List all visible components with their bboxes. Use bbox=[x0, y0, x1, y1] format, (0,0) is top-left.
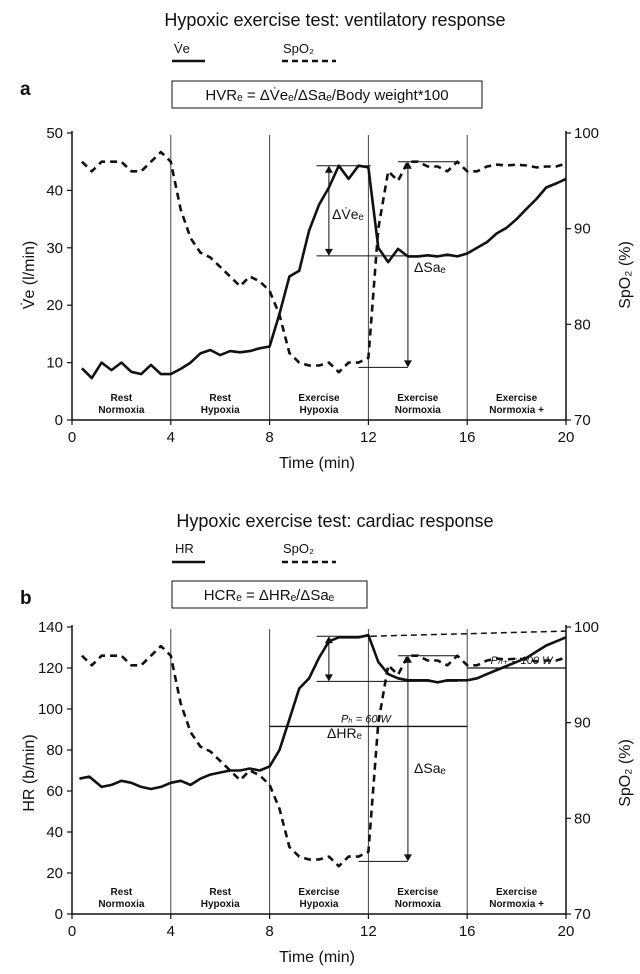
y-tick-label: 120 bbox=[38, 660, 63, 677]
arrow-head bbox=[324, 165, 333, 173]
phase-label-line2: Hypoxia bbox=[300, 899, 339, 910]
y-tick-label: 100 bbox=[38, 701, 63, 718]
power-level-label: Pₕ = 60 W bbox=[341, 713, 393, 725]
plot-area: 0 4 8 12 16 20 0 20 40 60 80 100 120 140 70 80 90 100 Rest… bbox=[38, 619, 599, 940]
phase-label-line1: Exercise bbox=[397, 887, 439, 898]
phase-label-line1: Exercise bbox=[496, 393, 538, 404]
formula-box bbox=[171, 80, 483, 109]
phase-label-line2: Hypoxia bbox=[201, 899, 240, 910]
legend: HR SpO₂ bbox=[172, 541, 336, 564]
formula-text: HCRₑ = ΔHRₑ/ΔSaₑ bbox=[204, 587, 335, 604]
phase-label-line1: Exercise bbox=[397, 393, 439, 404]
y-tick-label: 140 bbox=[38, 619, 63, 636]
y-tick-label: 80 bbox=[46, 742, 63, 759]
y2-axis-label: SpO₂ (%) bbox=[617, 241, 634, 309]
x-axis-label: Time (min) bbox=[279, 949, 355, 966]
annotation-delta-sa: ΔSaₑ bbox=[414, 259, 446, 275]
phase-label-line2: Normoxia bbox=[395, 899, 442, 910]
phase-label-line1: Rest bbox=[111, 887, 133, 898]
legend-label-hr: HR bbox=[175, 541, 194, 556]
x-tick-label: 12 bbox=[360, 923, 377, 940]
x-tick-label: 20 bbox=[558, 429, 575, 446]
phase-label-line1: Rest bbox=[111, 393, 133, 404]
panel-b: Hypoxic exercise test: cardiac response … bbox=[20, 511, 634, 966]
y-axis-label: HR (b/min) bbox=[21, 734, 38, 811]
y2-tick-label: 100 bbox=[574, 125, 599, 142]
x-tick-label: 4 bbox=[167, 429, 175, 446]
phase-label-line2: Normoxia bbox=[98, 899, 145, 910]
annotation-delta-hr: ΔHRₑ bbox=[327, 725, 362, 741]
series-line-spo2 bbox=[80, 644, 567, 868]
y-tick-label: 30 bbox=[46, 240, 63, 257]
y2-tick-label: 100 bbox=[574, 619, 599, 636]
phase-label-line1: Exercise bbox=[298, 393, 340, 404]
y-tick-label: 0 bbox=[55, 412, 63, 429]
panel-a: Hypoxic exercise test: ventilatory respo… bbox=[20, 10, 634, 472]
legend-label-spo2: SpO₂ bbox=[283, 41, 314, 56]
formula-box bbox=[171, 580, 368, 609]
x-tick-label: 12 bbox=[360, 429, 377, 446]
phase-label-line1: Exercise bbox=[496, 887, 538, 898]
legend-label-spo2: SpO₂ bbox=[283, 541, 314, 556]
chart-title: Hypoxic exercise test: ventilatory respo… bbox=[164, 10, 505, 30]
x-tick-label: 0 bbox=[68, 429, 76, 446]
series-line-ve bbox=[80, 164, 567, 380]
phase-label-line2: Normoxia + bbox=[489, 405, 544, 416]
x-tick-label: 8 bbox=[265, 923, 273, 940]
legend-label-ve: V̇e bbox=[174, 41, 190, 56]
series-line-spo2 bbox=[80, 150, 567, 374]
arrow-head bbox=[403, 161, 412, 169]
phase-label-line2: Normoxia + bbox=[489, 899, 544, 910]
phase-label-line2: Hypoxia bbox=[201, 405, 240, 416]
x-tick-label: 8 bbox=[265, 429, 273, 446]
phase-label-line2: Hypoxia bbox=[300, 405, 339, 416]
phase-label-line2: Normoxia bbox=[395, 405, 442, 416]
y2-tick-label: 70 bbox=[574, 412, 591, 429]
y2-tick-label: 80 bbox=[574, 810, 591, 827]
power-level-label: Pₙ₊ = 100 W bbox=[491, 655, 554, 667]
y-tick-label: 60 bbox=[46, 783, 63, 800]
phase-label-line1: Exercise bbox=[298, 887, 340, 898]
chart-title: Hypoxic exercise test: cardiac response bbox=[176, 511, 493, 531]
y-tick-label: 10 bbox=[46, 355, 63, 372]
y-tick-label: 50 bbox=[46, 125, 63, 142]
y-tick-label: 20 bbox=[46, 297, 63, 314]
plot-area: 0 4 8 12 16 2001020304050708090100RestNormoxi… bbox=[46, 125, 599, 446]
y2-tick-label: 80 bbox=[574, 316, 591, 333]
panel-label: b bbox=[20, 588, 32, 609]
y2-axis-label: SpO₂ (%) bbox=[617, 739, 634, 807]
x-axis-label: Time (min) bbox=[279, 455, 355, 472]
y-axis-label: V̇e (l/min) bbox=[20, 241, 38, 309]
x-tick-label: 16 bbox=[459, 429, 476, 446]
arrow-head bbox=[403, 655, 412, 663]
y-tick-label: 0 bbox=[55, 906, 63, 923]
series-line-hr bbox=[79, 633, 567, 791]
legend: V̇e SpO₂ bbox=[172, 41, 336, 63]
arrow-head bbox=[403, 360, 412, 368]
arrow-head bbox=[324, 636, 333, 644]
y2-tick-label: 90 bbox=[574, 715, 591, 732]
phase-label-line2: Normoxia bbox=[98, 405, 145, 416]
x-tick-label: 4 bbox=[167, 923, 175, 940]
y-tick-label: 20 bbox=[46, 865, 63, 882]
annotation-delta-sa: ΔSaₑ bbox=[414, 760, 446, 776]
annotation-delta-ve: ΔV̇eₑ bbox=[332, 206, 364, 222]
baseline-extension bbox=[370, 630, 567, 637]
x-tick-label: 0 bbox=[68, 923, 76, 940]
arrow-head bbox=[324, 674, 333, 682]
arrow-head bbox=[324, 248, 333, 256]
formula-text: HVRₑ = ΔV̇eₑ/ΔSaₑ/Body weight*100 bbox=[205, 87, 448, 104]
x-tick-label: 16 bbox=[459, 923, 476, 940]
panel-label: a bbox=[20, 79, 31, 100]
y-tick-label: 40 bbox=[46, 824, 63, 841]
y2-tick-label: 70 bbox=[574, 906, 591, 923]
y-tick-label: 40 bbox=[46, 182, 63, 199]
arrow-head bbox=[403, 854, 412, 862]
phase-label-line1: Rest bbox=[209, 393, 231, 404]
x-tick-label: 20 bbox=[558, 923, 575, 940]
y2-tick-label: 90 bbox=[574, 221, 591, 238]
phase-label-line1: Rest bbox=[209, 887, 231, 898]
